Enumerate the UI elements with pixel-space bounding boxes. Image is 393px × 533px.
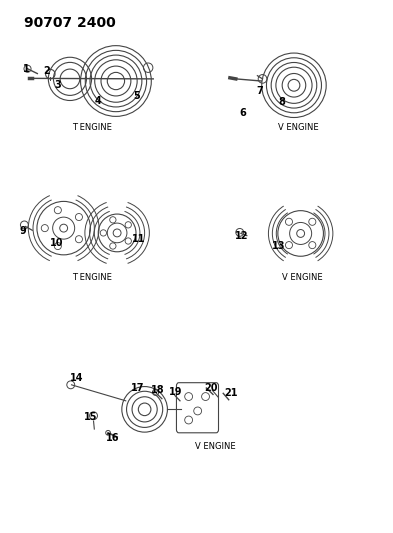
Text: 15: 15 bbox=[84, 412, 97, 422]
Text: 19: 19 bbox=[169, 387, 183, 397]
Text: 6: 6 bbox=[239, 108, 246, 118]
Text: 7: 7 bbox=[257, 86, 264, 95]
Text: 2: 2 bbox=[43, 66, 50, 76]
Text: 9: 9 bbox=[19, 226, 26, 236]
Text: 17: 17 bbox=[131, 383, 144, 393]
Text: 4: 4 bbox=[95, 96, 102, 106]
Text: 21: 21 bbox=[224, 389, 238, 398]
Text: 10: 10 bbox=[50, 238, 64, 247]
Text: V ENGINE: V ENGINE bbox=[277, 123, 318, 132]
Text: 90707 2400: 90707 2400 bbox=[24, 16, 115, 30]
Text: 20: 20 bbox=[205, 383, 218, 393]
Text: 3: 3 bbox=[55, 80, 62, 90]
Text: 16: 16 bbox=[107, 433, 120, 443]
Text: V ENGINE: V ENGINE bbox=[195, 442, 236, 451]
Text: T ENGINE: T ENGINE bbox=[72, 273, 112, 282]
Text: 8: 8 bbox=[279, 98, 286, 107]
Text: 1: 1 bbox=[23, 64, 30, 74]
Text: T ENGINE: T ENGINE bbox=[72, 123, 112, 132]
Text: 14: 14 bbox=[70, 374, 83, 383]
Text: 18: 18 bbox=[151, 385, 165, 395]
Text: V ENGINE: V ENGINE bbox=[282, 273, 323, 282]
Text: 11: 11 bbox=[132, 234, 145, 244]
Text: 5: 5 bbox=[133, 91, 140, 101]
Text: 13: 13 bbox=[272, 241, 286, 251]
Text: 12: 12 bbox=[235, 231, 248, 240]
